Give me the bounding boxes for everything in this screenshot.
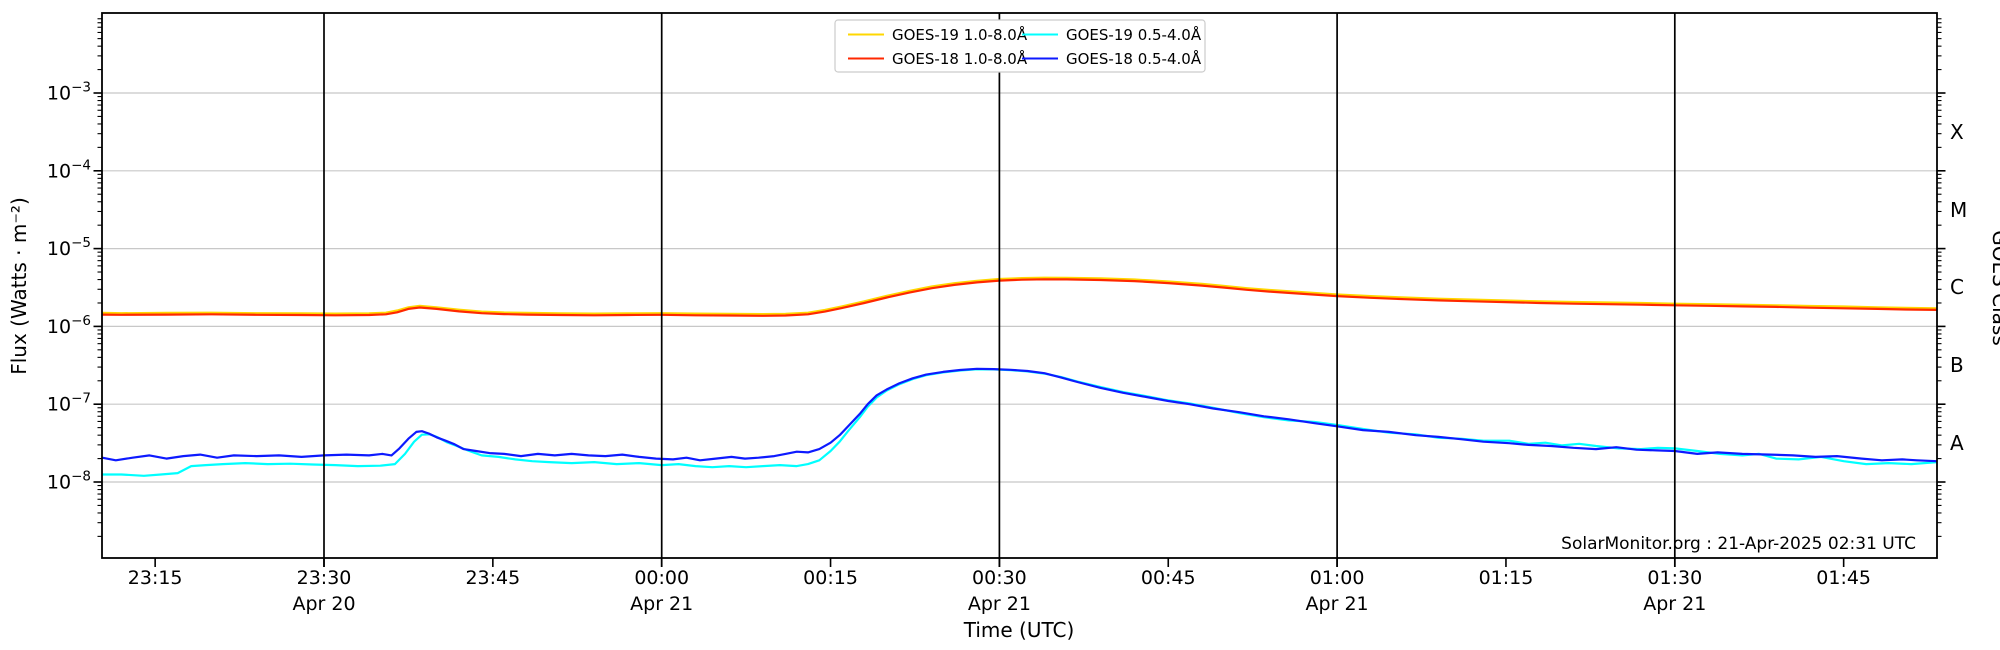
- grid-lines: [102, 92, 1937, 483]
- x-date-label: Apr 21: [1643, 593, 1706, 615]
- x-tick-label: 23:30: [297, 567, 352, 589]
- x-tick-label: 01:45: [1816, 567, 1871, 589]
- y-tick-label: 10−5: [47, 235, 91, 260]
- y-tick-label: 10−6: [47, 313, 91, 338]
- date-lines: [323, 13, 1676, 567]
- class-label-a: A: [1950, 431, 1964, 455]
- axes-frame: [101, 12, 1938, 559]
- legend: GOES-19 1.0-8.0Å GOES-18 1.0-8.0Å GOES-1…: [834, 19, 1206, 73]
- series-line-goes-18-0-5-4-0-: [102, 367, 1937, 463]
- x-date-label: Apr 20: [292, 593, 355, 615]
- y-tick-label: 10−4: [47, 157, 91, 182]
- legend-label-goes18-long: GOES-18 1.0-8.0Å: [892, 49, 1028, 68]
- x-tick-label: 00:30: [972, 567, 1027, 589]
- x-date-label: Apr 21: [630, 593, 693, 615]
- x-axis-title: Time (UTC): [963, 618, 1075, 642]
- class-label-x: X: [1950, 120, 1964, 144]
- x-tick-label: 00:15: [803, 567, 858, 589]
- flux-series: [102, 276, 1937, 477]
- x-date-label: Apr 21: [968, 593, 1031, 615]
- series-line-goes-18-1-0-8-0-: [102, 278, 1937, 317]
- class-label-c: C: [1950, 275, 1964, 299]
- series-line-goes-19-1-0-8-0-: [102, 276, 1937, 316]
- legend-label-goes18-short: GOES-18 0.5-4.0Å: [1066, 49, 1202, 68]
- x-tick-label: 00:45: [1141, 567, 1196, 589]
- x-tick-label: 01:15: [1479, 567, 1534, 589]
- x-tick-label: 01:00: [1310, 567, 1365, 589]
- y-tick-label: 10−8: [47, 469, 91, 494]
- legend-label-goes19-long: GOES-19 1.0-8.0Å: [892, 25, 1028, 44]
- x-tick-label: 23:45: [465, 567, 520, 589]
- tick-labels: 10−3 10−4 10−5 10−6 10−7 10−8 23:15 23:30 23:45 0…: [47, 80, 1871, 616]
- class-label-b: B: [1950, 353, 1964, 377]
- x-tick-label: 00:00: [634, 567, 689, 589]
- x-tick-label: 01:30: [1647, 567, 1702, 589]
- right-axis-title: GOES Class: [1988, 230, 2000, 346]
- class-label-m: M: [1950, 198, 1967, 222]
- x-date-label: Apr 21: [1306, 593, 1369, 615]
- goes-class-labels: X M C B A: [1950, 120, 1967, 455]
- y-tick-label: 10−7: [47, 391, 91, 416]
- watermark-text: SolarMonitor.org : 21-Apr-2025 02:31 UTC: [1561, 534, 1916, 554]
- y-tick-label: 10−3: [47, 80, 91, 105]
- x-tick-label: 23:15: [128, 567, 183, 589]
- axis-ticks: [93, 18, 1946, 567]
- legend-label-goes19-short: GOES-19 0.5-4.0Å: [1066, 25, 1202, 44]
- y-axis-title: Flux (Watts · m⁻²): [7, 197, 31, 375]
- plot-border: [101, 12, 1938, 559]
- legend-box: [834, 19, 1206, 73]
